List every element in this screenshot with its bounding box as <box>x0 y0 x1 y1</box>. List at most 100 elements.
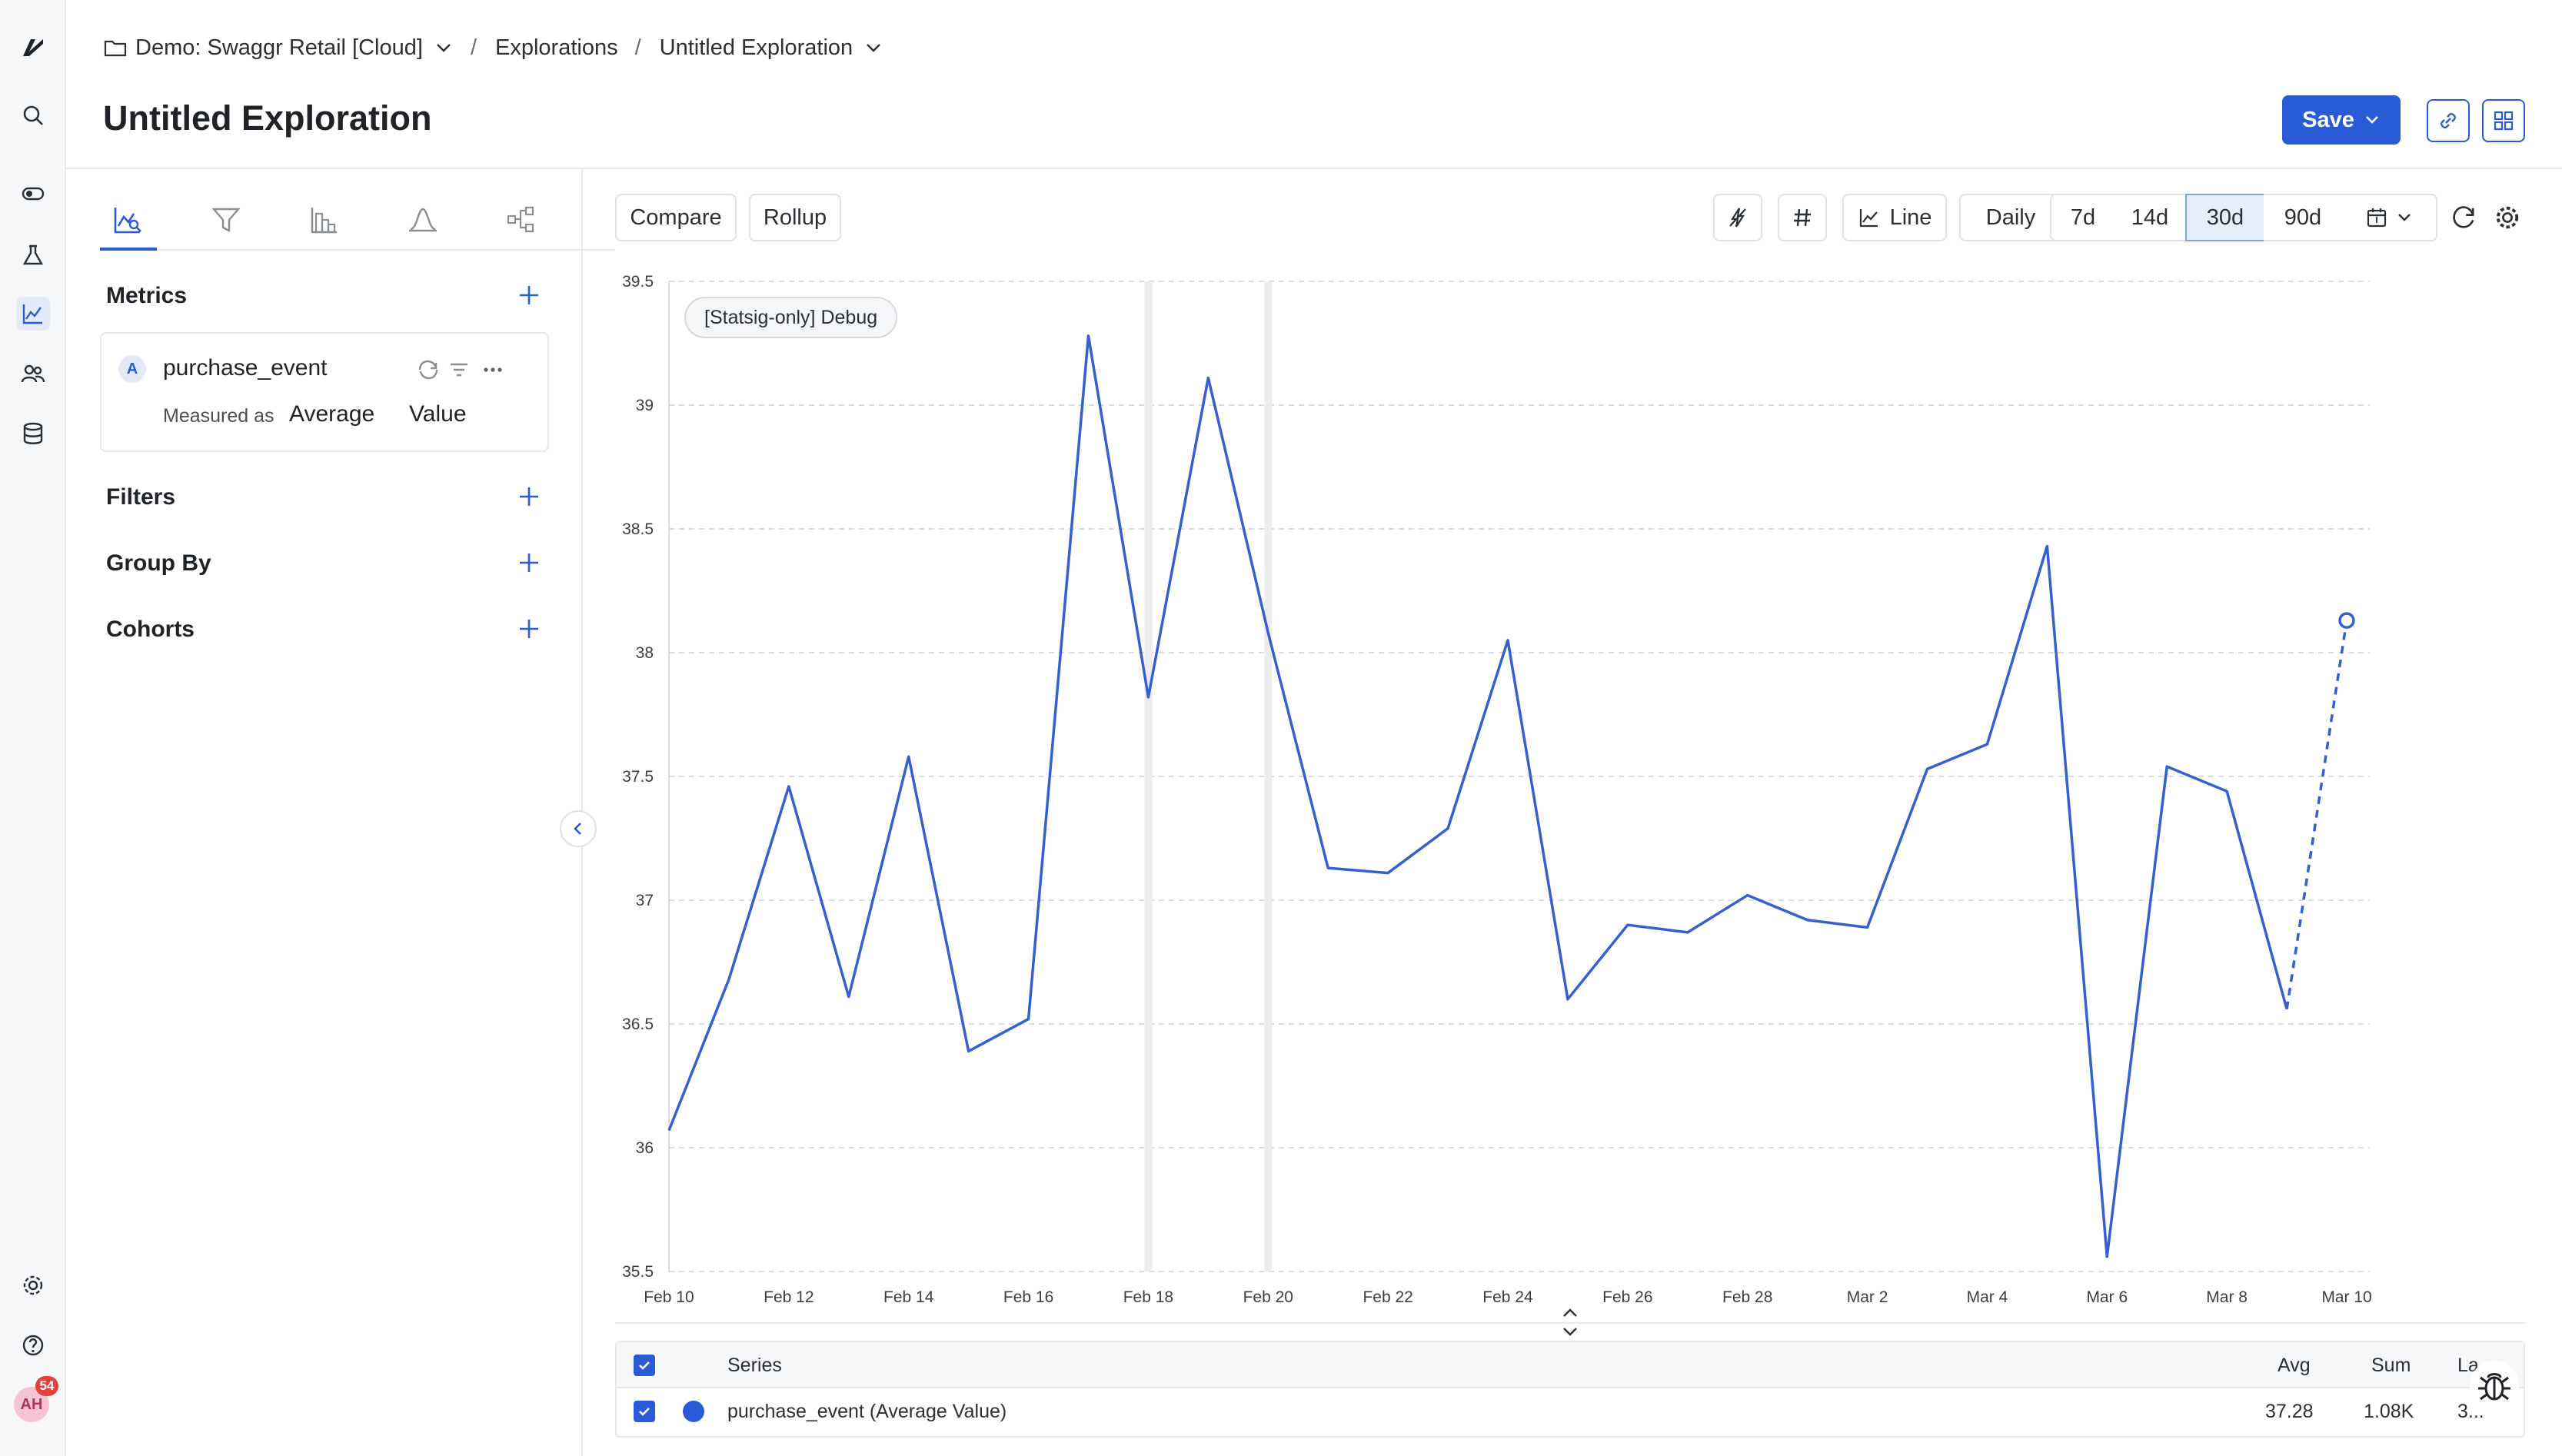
y-tick-label: 39.5 <box>622 273 654 291</box>
explore-icon[interactable] <box>16 297 50 331</box>
tab-retention[interactable] <box>297 192 352 248</box>
avatar-initials: AH <box>20 1395 43 1413</box>
chart-axes: 39.5 39 38.5 38 37.5 37 36.5 36 35.5 Feb 10 Feb 12… <box>622 273 2372 1306</box>
chart-series[interactable] <box>667 334 2355 1258</box>
custom-date-range-button[interactable] <box>2342 194 2437 241</box>
header-series[interactable]: Series <box>727 1355 782 1376</box>
database-icon[interactable] <box>16 417 50 450</box>
add-filter-button[interactable] <box>514 481 544 512</box>
number-format-toggle[interactable] <box>1778 194 1827 241</box>
partial-period-point[interactable] <box>2338 612 2355 629</box>
tab-user-journeys[interactable] <box>494 192 549 248</box>
y-tick-label: 38.5 <box>622 520 654 538</box>
rollup-button[interactable]: Rollup <box>749 194 841 241</box>
select-all-checkbox[interactable] <box>634 1355 655 1376</box>
measured-as-label: Measured as <box>163 405 274 427</box>
x-tick-label: Mar 2 <box>1847 1288 1888 1306</box>
link-icon <box>2441 113 2456 128</box>
header-avg[interactable]: Avg <box>2278 1355 2311 1376</box>
feature-gates-icon[interactable] <box>16 177 50 211</box>
chart-settings-button[interactable] <box>2493 203 2522 232</box>
y-tick-label: 37.5 <box>622 768 654 786</box>
tab-distribution[interactable] <box>395 192 451 248</box>
range-14d-button[interactable]: 14d <box>2114 194 2187 241</box>
compare-button[interactable]: Compare <box>615 194 737 241</box>
user-avatar[interactable]: AH <box>14 1387 49 1422</box>
x-tick-label: Feb 28 <box>1722 1288 1772 1306</box>
header-sum[interactable]: Sum <box>2371 1355 2411 1376</box>
experiments-icon[interactable] <box>16 238 50 272</box>
row-avg: 37.28 <box>2265 1401 2314 1422</box>
range-30d-button[interactable]: 30d <box>2185 194 2265 241</box>
users-icon[interactable] <box>16 357 50 391</box>
check-icon <box>639 1408 650 1416</box>
page-title[interactable]: Untitled Exploration <box>103 98 432 138</box>
add-metric-button[interactable] <box>514 280 544 311</box>
chevron-up-down-icon <box>1563 1308 1577 1336</box>
x-tick-label: Mar 10 <box>2321 1288 2371 1306</box>
aggregation-selector[interactable]: Average <box>289 401 375 427</box>
search-icon[interactable] <box>16 98 50 132</box>
chart-type-selector[interactable]: Line <box>1842 194 1947 241</box>
range-7d-button[interactable]: 7d <box>2050 194 2116 241</box>
series-checkbox[interactable] <box>634 1401 655 1422</box>
report-bug-button[interactable] <box>2470 1361 2519 1410</box>
add-to-dashboard-button[interactable] <box>2482 99 2525 142</box>
chart-search-icon <box>114 208 141 234</box>
add-cohort-button[interactable] <box>514 613 544 644</box>
tab-funnel[interactable] <box>198 192 254 248</box>
row-series-name[interactable]: purchase_event (Average Value) <box>727 1401 1007 1422</box>
x-tick-label: Mar 4 <box>1967 1288 2008 1306</box>
refresh-icon <box>2453 206 2474 228</box>
chart-grid <box>669 281 2370 1272</box>
annotations-toggle[interactable] <box>1713 194 1762 241</box>
chart-table-divider <box>615 1322 2525 1324</box>
annotation-marker <box>1264 281 1273 1272</box>
breadcrumb-separator: / <box>470 35 477 60</box>
journeys-icon <box>507 206 534 233</box>
series-line[interactable] <box>667 334 2288 1258</box>
copy-link-button[interactable] <box>2427 99 2470 142</box>
filters-heading: Filters <box>106 484 176 510</box>
resize-handle[interactable] <box>1558 1304 1582 1341</box>
x-tick-label: Feb 12 <box>764 1288 814 1306</box>
partial-period-line <box>2285 620 2348 1009</box>
collapse-panel-button[interactable] <box>560 810 597 847</box>
debug-badge[interactable]: [Statsig-only] Debug <box>684 297 898 338</box>
range-90d-button[interactable]: 90d <box>2264 194 2344 241</box>
x-tick-label: Feb 10 <box>644 1288 694 1306</box>
chevron-down-icon[interactable] <box>434 38 454 58</box>
flash-off-icon <box>1729 208 1746 228</box>
breadcrumb-project[interactable]: Demo: Swaggr Retail [Cloud] <box>135 35 423 60</box>
breadcrumb: Demo: Swaggr Retail [Cloud] / Exploratio… <box>103 31 883 65</box>
metric-name[interactable]: purchase_event <box>163 355 328 381</box>
metric-series-badge: A <box>118 355 146 383</box>
value-type-selector[interactable]: Value <box>409 401 467 427</box>
tab-metrics-drilldown[interactable] <box>100 192 155 248</box>
save-button[interactable]: Save <box>2282 95 2401 145</box>
y-tick-label: 37 <box>636 892 654 909</box>
more-options-icon[interactable] <box>480 357 506 383</box>
series-color-dot <box>683 1401 704 1422</box>
refresh-chart-button[interactable] <box>2450 203 2479 232</box>
x-tick-label: Mar 6 <box>2086 1288 2128 1306</box>
metric-card[interactable]: A purchase_event Measured as Average Val… <box>100 332 549 452</box>
statsig-logo-icon[interactable] <box>16 31 50 65</box>
add-group-by-button[interactable] <box>514 547 544 578</box>
folder-icon <box>104 40 127 57</box>
settings-gear-icon[interactable] <box>16 1268 50 1302</box>
chevron-down-icon[interactable] <box>863 38 883 58</box>
line-chart-icon <box>1859 209 1878 228</box>
y-tick-label: 39 <box>636 397 654 414</box>
cohorts-heading: Cohorts <box>106 617 195 642</box>
refresh-icon[interactable] <box>415 357 441 383</box>
hash-icon <box>1794 208 1811 227</box>
breadcrumb-current[interactable]: Untitled Exploration <box>659 35 853 60</box>
breadcrumb-explorations[interactable]: Explorations <box>495 35 618 60</box>
help-icon[interactable] <box>16 1328 50 1362</box>
x-tick-label: Feb 18 <box>1123 1288 1173 1306</box>
granularity-selector[interactable]: Daily <box>1959 194 2062 241</box>
line-chart[interactable]: 39.5 39 38.5 38 37.5 37 36.5 36 35.5 Feb 10 Feb 12… <box>584 254 2522 1315</box>
filter-lines-icon[interactable] <box>446 357 472 383</box>
